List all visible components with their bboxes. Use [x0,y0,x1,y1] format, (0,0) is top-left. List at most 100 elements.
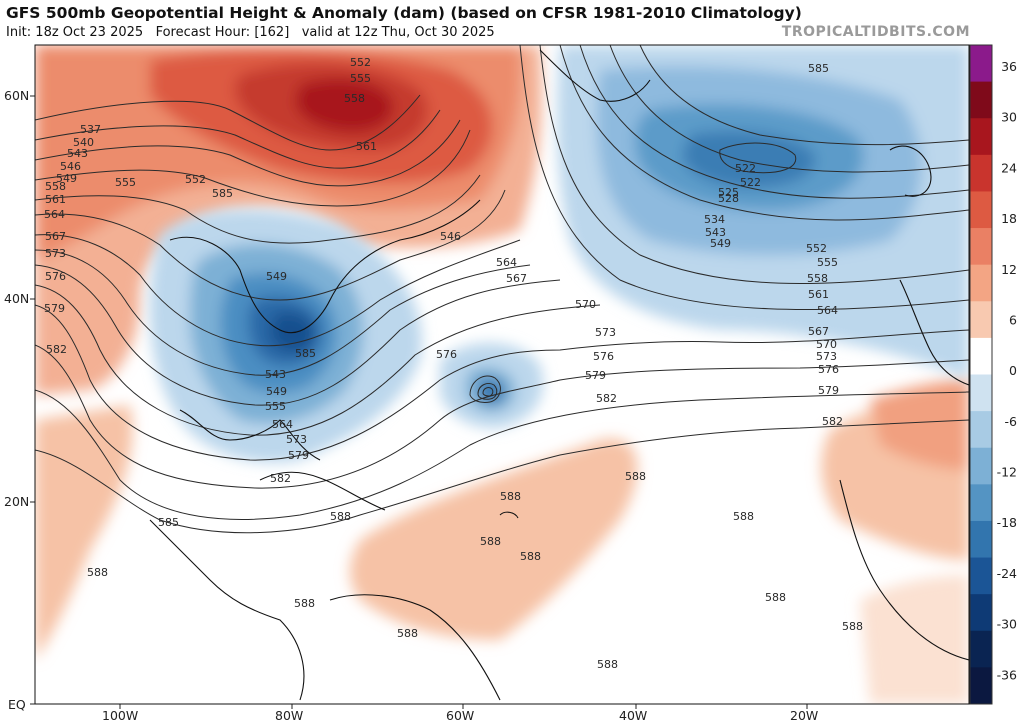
colorbar-swatch [970,447,992,485]
colorbar-label: -24 [997,566,1017,581]
colorbar-swatch [970,81,992,119]
contour-label: 579 [818,384,839,397]
colorbar-swatch [970,337,992,375]
contour-label: 570 [575,298,596,311]
colorbar-swatch [970,154,992,192]
colorbar-label: -18 [997,515,1017,530]
colorbar-swatch [970,557,992,595]
contour-label: 558 [45,180,66,193]
contour-label: 561 [808,288,829,301]
contour-label: 555 [115,176,136,189]
contour-label: 564 [44,208,65,221]
chart-subtitle: Init: 18z Oct 23 2025 Forecast Hour: [16… [6,25,495,40]
contour-label: 561 [45,193,66,206]
contour-label: 534 [704,213,725,226]
contour-label: 549 [710,237,731,250]
coastlines [149,49,969,701]
contour-label: 528 [718,192,739,205]
contour-label: 558 [807,272,828,285]
contour-label: 561 [356,140,377,153]
contour-label: 543 [67,147,88,160]
lon-label-40W: 40W [619,708,647,723]
colorbar-label: 18 [1001,211,1017,226]
contour-label: 585 [808,62,829,75]
colorbar-swatch [970,630,992,668]
anomaly-shading [35,45,969,704]
colorbar-label: -36 [997,667,1017,682]
contour-label: 549 [266,385,287,398]
contour-label: 582 [822,415,843,428]
contour-label: 522 [740,176,761,189]
contour-label: 585 [158,516,179,529]
lon-label-20W: 20W [790,708,818,723]
contour-label: 555 [265,400,286,413]
contour-label: 558 [344,92,365,105]
contour-label: 582 [46,343,67,356]
contour-label: 582 [596,392,617,405]
contour-label: 564 [817,304,838,317]
contour-label: 567 [45,230,66,243]
valid-time: valid at 12z Thu, Oct 30 2025 [301,25,495,40]
contour-label: 588 [597,658,618,671]
lon-label-100W: 100W [102,708,138,723]
contour-label: 549 [56,172,77,185]
lat-label-EQ: EQ [8,697,26,712]
contour-label: 564 [272,418,293,431]
contour-label: 570 [816,338,837,351]
colorbar-swatch [970,411,992,449]
colorbar: 36 30 24 18 12 6 0 -6 -12 -18 -24 -30 -36 [969,44,1018,705]
colorbar-label: 36 [1001,59,1017,74]
contour-label: 588 [397,627,418,640]
colorbar-label: 30 [1001,110,1017,125]
lat-label-60N: 60N [4,88,29,103]
forecast-hour: Forecast Hour: [162] [155,25,290,40]
colorbar-swatch [970,191,992,229]
lat-label-40N: 40N [4,291,29,306]
lon-label-60W: 60W [446,708,474,723]
contour-label: 552 [185,173,206,186]
contour-label: 579 [288,449,309,462]
lon-axis: 100W 80W 60W 40W 20W [102,708,818,723]
contour-label: 525 [718,186,739,199]
contour-label: 588 [765,591,786,604]
contour-label: 537 [80,123,101,136]
contour-label: 576 [818,363,839,376]
contour-label: 552 [806,242,827,255]
colorbar-swatch [970,301,992,339]
lat-label-20N: 20N [4,494,29,509]
contour-label: 588 [842,620,863,633]
contour-label: 588 [330,510,351,523]
contour-label: 546 [60,160,81,173]
colorbar-swatch [970,264,992,302]
contour-label: 576 [45,270,66,283]
axis-ticks [30,95,808,709]
contour-label: 552 [350,56,371,69]
contour-label: 588 [480,535,501,548]
contour-label: 588 [520,550,541,563]
contour-label: 573 [286,433,307,446]
contour-label: 567 [808,325,829,338]
contour-label: 564 [496,256,517,269]
colorbar-swatch [970,228,992,266]
contour-label: 582 [270,472,291,485]
contour-label: 567 [506,272,527,285]
contour-label: 543 [265,368,286,381]
contour-label: 546 [440,230,461,243]
colorbar-label: -30 [997,617,1017,632]
contour-label: 522 [735,162,756,175]
contour-label: 576 [436,348,457,361]
contour-label: 540 [73,136,94,149]
init-time: Init: 18z Oct 23 2025 [6,25,144,40]
contour-label: 588 [625,470,646,483]
colorbar-label: 0 [1009,363,1017,378]
colorbar-frame [969,44,993,705]
colorbar-swatch [970,374,992,412]
contour-label: 573 [816,350,837,363]
colorbar-label: -6 [1005,414,1018,429]
contour-label: 573 [45,247,66,260]
colorbar-swatch [970,594,992,632]
contour-label: 576 [593,350,614,363]
watermark: TROPICALTIDBITS.COM [781,24,970,40]
